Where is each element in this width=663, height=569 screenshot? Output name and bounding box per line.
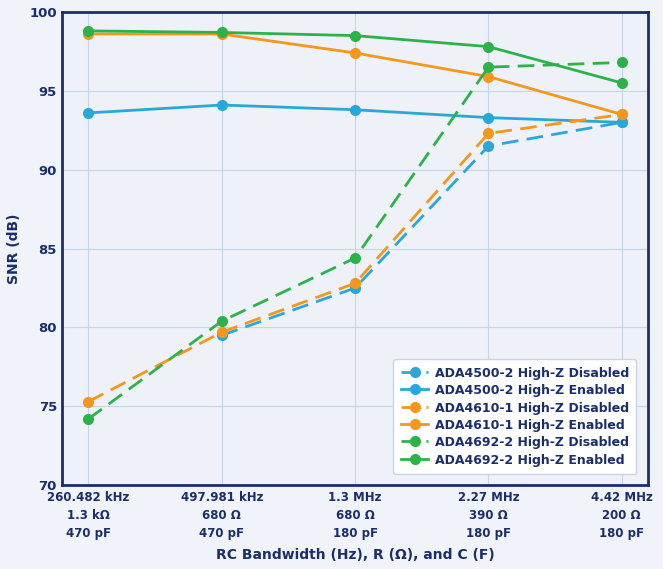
- ADA4610-1 High-Z Enabled: [485, 73, 493, 80]
- ADA4500-2 High-Z Enabled: [485, 114, 493, 121]
- ADA4692-2 High-Z Enabled: [84, 27, 92, 34]
- ADA4500-2 High-Z Enabled: [351, 106, 359, 113]
- ADA4692-2 High-Z Disabled: [351, 254, 359, 261]
- Line: ADA4500-2 High-Z Disabled: ADA4500-2 High-Z Disabled: [217, 118, 627, 340]
- ADA4500-2 High-Z Enabled: [84, 109, 92, 116]
- ADA4692-2 High-Z Enabled: [218, 29, 226, 36]
- ADA4692-2 High-Z Enabled: [485, 43, 493, 50]
- Y-axis label: SNR (dB): SNR (dB): [7, 213, 21, 284]
- ADA4500-2 High-Z Disabled: [218, 332, 226, 339]
- ADA4610-1 High-Z Enabled: [218, 31, 226, 38]
- ADA4610-1 High-Z Enabled: [351, 50, 359, 56]
- ADA4610-1 High-Z Enabled: [618, 111, 626, 118]
- ADA4692-2 High-Z Disabled: [218, 318, 226, 324]
- ADA4610-1 High-Z Enabled: [84, 31, 92, 38]
- ADA4692-2 High-Z Disabled: [84, 415, 92, 422]
- ADA4610-1 High-Z Disabled: [485, 130, 493, 137]
- ADA4610-1 High-Z Disabled: [84, 398, 92, 405]
- Line: ADA4692-2 High-Z Disabled: ADA4692-2 High-Z Disabled: [84, 57, 627, 424]
- ADA4500-2 High-Z Disabled: [485, 143, 493, 150]
- X-axis label: RC Bandwidth (Hz), R (Ω), and C (F): RC Bandwidth (Hz), R (Ω), and C (F): [215, 548, 495, 562]
- ADA4610-1 High-Z Disabled: [218, 329, 226, 336]
- ADA4500-2 High-Z Enabled: [618, 119, 626, 126]
- Legend: ADA4500-2 High-Z Disabled, ADA4500-2 High-Z Enabled, ADA4610-1 High-Z Disabled, : ADA4500-2 High-Z Disabled, ADA4500-2 Hig…: [393, 359, 636, 474]
- Line: ADA4500-2 High-Z Enabled: ADA4500-2 High-Z Enabled: [84, 100, 627, 127]
- ADA4610-1 High-Z Disabled: [618, 111, 626, 118]
- ADA4500-2 High-Z Disabled: [618, 119, 626, 126]
- ADA4500-2 High-Z Disabled: [351, 284, 359, 291]
- ADA4692-2 High-Z Disabled: [618, 59, 626, 66]
- ADA4610-1 High-Z Disabled: [351, 280, 359, 287]
- ADA4500-2 High-Z Enabled: [218, 102, 226, 109]
- Line: ADA4610-1 High-Z Enabled: ADA4610-1 High-Z Enabled: [84, 29, 627, 119]
- ADA4692-2 High-Z Enabled: [618, 80, 626, 86]
- ADA4692-2 High-Z Disabled: [485, 64, 493, 71]
- Line: ADA4692-2 High-Z Enabled: ADA4692-2 High-Z Enabled: [84, 26, 627, 88]
- Line: ADA4610-1 High-Z Disabled: ADA4610-1 High-Z Disabled: [84, 110, 627, 406]
- ADA4692-2 High-Z Enabled: [351, 32, 359, 39]
